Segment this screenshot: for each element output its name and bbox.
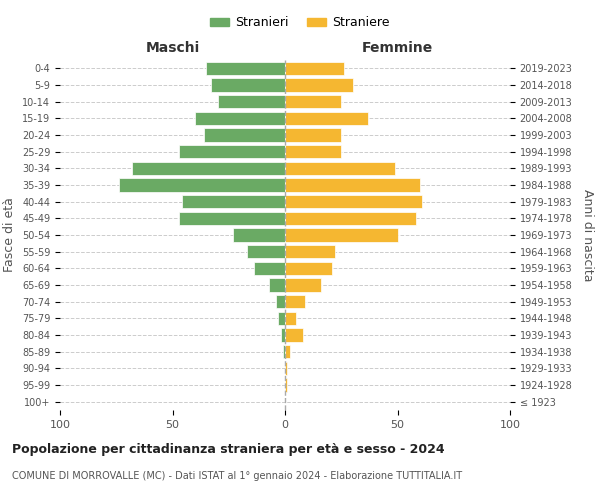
Bar: [285, 362, 287, 375]
Legend: Stranieri, Straniere: Stranieri, Straniere: [205, 11, 395, 34]
Bar: [233, 228, 285, 241]
Bar: [285, 212, 415, 225]
Bar: [204, 128, 285, 141]
Bar: [276, 295, 285, 308]
Bar: [285, 62, 343, 75]
Bar: [285, 178, 420, 192]
Bar: [269, 278, 285, 291]
Bar: [285, 378, 287, 392]
Bar: [285, 128, 341, 141]
Text: Maschi: Maschi: [145, 41, 200, 55]
Bar: [285, 312, 296, 325]
Bar: [195, 112, 285, 125]
Bar: [285, 95, 341, 108]
Bar: [285, 112, 368, 125]
Bar: [285, 345, 290, 358]
Bar: [285, 278, 321, 291]
Y-axis label: Fasce di età: Fasce di età: [4, 198, 16, 272]
Bar: [285, 245, 335, 258]
Bar: [281, 328, 285, 342]
Y-axis label: Anni di nascita: Anni di nascita: [581, 188, 594, 281]
Bar: [247, 245, 285, 258]
Bar: [132, 162, 285, 175]
Bar: [285, 195, 422, 208]
Bar: [179, 145, 285, 158]
Bar: [254, 262, 285, 275]
Text: Popolazione per cittadinanza straniera per età e sesso - 2024: Popolazione per cittadinanza straniera p…: [12, 442, 445, 456]
Bar: [206, 62, 285, 75]
Bar: [285, 328, 303, 342]
Bar: [211, 78, 285, 92]
Text: COMUNE DI MORROVALLE (MC) - Dati ISTAT al 1° gennaio 2024 - Elaborazione TUTTITA: COMUNE DI MORROVALLE (MC) - Dati ISTAT a…: [12, 471, 462, 481]
Bar: [285, 145, 341, 158]
Text: Femmine: Femmine: [362, 41, 433, 55]
Bar: [285, 295, 305, 308]
Bar: [278, 312, 285, 325]
Bar: [285, 228, 398, 241]
Bar: [218, 95, 285, 108]
Bar: [182, 195, 285, 208]
Bar: [179, 212, 285, 225]
Bar: [285, 262, 332, 275]
Bar: [119, 178, 285, 192]
Bar: [285, 162, 395, 175]
Bar: [283, 345, 285, 358]
Bar: [285, 78, 353, 92]
